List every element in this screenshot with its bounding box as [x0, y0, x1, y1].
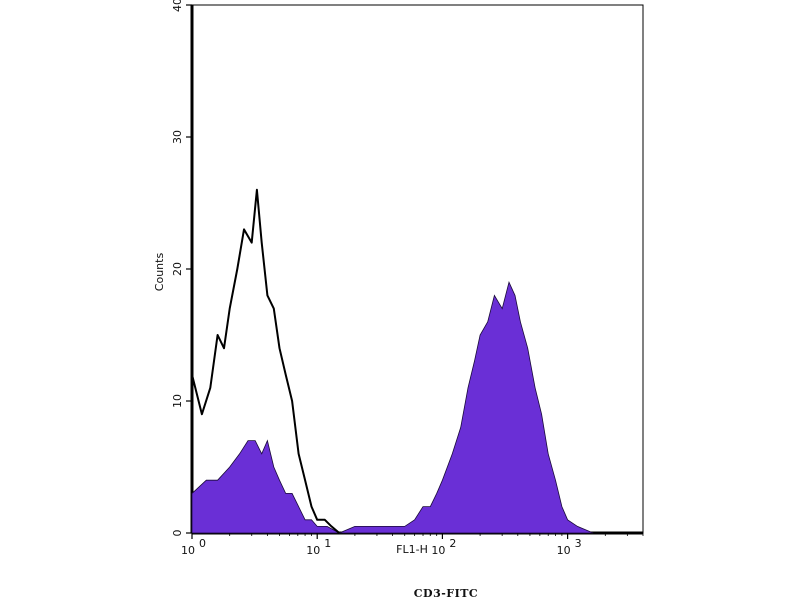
- y-axis-title: Counts: [153, 253, 166, 292]
- x-tick-exponent: 2: [449, 537, 456, 550]
- y-tick-label: 10: [171, 394, 184, 408]
- y-tick-group: 0 10 20 30 40: [171, 0, 192, 537]
- histogram-outline: [191, 188, 340, 534]
- x-tick-exponent: 1: [324, 537, 331, 550]
- x-tick-label: 10: [431, 544, 445, 557]
- y-tick-label: 40: [171, 0, 184, 12]
- x-tick-label: 10: [557, 544, 571, 557]
- y-tick-label: 20: [171, 262, 184, 276]
- x-tick-exponent: 3: [575, 537, 582, 550]
- chart-caption: CD3-FITC: [414, 587, 478, 600]
- x-tick-label: 10: [306, 544, 320, 557]
- x-tick-label: 10: [181, 544, 195, 557]
- x-tick-exponent: 0: [199, 537, 206, 550]
- x-tick-group: 10 0 10 1 10 2 10 3: [181, 533, 644, 557]
- series-layer: [191, 188, 594, 534]
- x-axis-title: FL1-H: [396, 543, 428, 556]
- y-tick-label: 0: [171, 530, 184, 537]
- histogram-filled: [191, 281, 594, 534]
- y-tick-label: 30: [171, 130, 184, 144]
